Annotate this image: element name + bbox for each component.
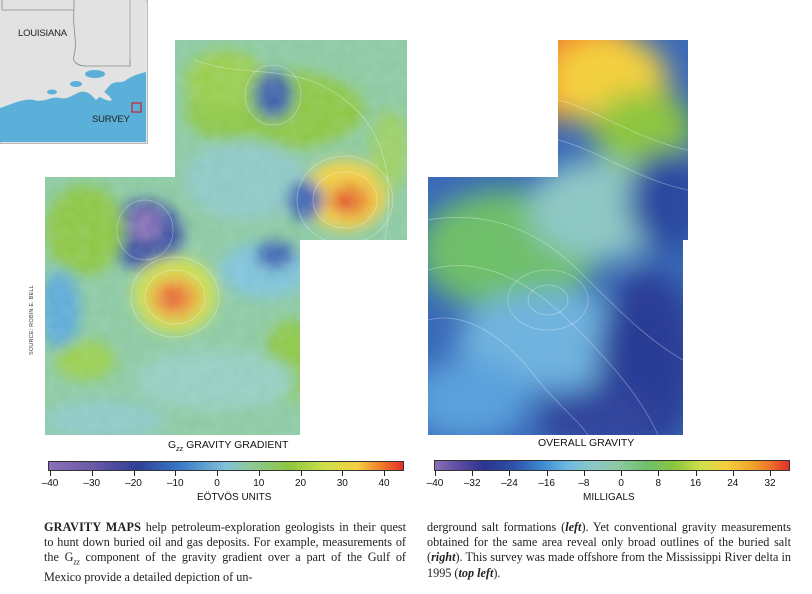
gzz-tick-mark [217, 471, 218, 476]
gravity-tick-mark [509, 471, 511, 476]
gzz-tick-mark [342, 471, 344, 476]
gzz-tick-label: –10 [166, 478, 184, 489]
gravity-tick-mark [583, 471, 585, 476]
survey-label: SURVEY [92, 114, 130, 125]
caption-lead: GRAVITY MAPS [44, 520, 142, 534]
gravity-tick-label: 32 [764, 478, 776, 489]
gzz-gradient-map-graphic [45, 40, 407, 435]
caption-left-column: GRAVITY MAPS help petroleum-exploration … [44, 520, 406, 585]
gravity-tick-label: 16 [689, 478, 702, 489]
gzz-tick-mark [258, 471, 260, 476]
survey-marker [131, 102, 142, 113]
caption-text-1a: help petroleum-exploration geologists in… [44, 520, 406, 565]
gzz-title-symbol: G [168, 439, 177, 451]
gravity-colorbar [434, 460, 790, 471]
gravity-unit-label: MILLIGALS [583, 492, 635, 503]
gzz-title-subscript: zz [176, 446, 184, 454]
overall-gravity-title: OVERALL GRAVITY [538, 437, 635, 449]
overall-gravity-map [428, 40, 688, 435]
gzz-tick-label: –20 [125, 478, 142, 489]
gzz-tick-mark [133, 471, 135, 476]
gravity-tick-label: –8 [578, 478, 590, 489]
caption-left-ref: left [565, 520, 582, 534]
caption-topleft-ref: top left [458, 565, 494, 580]
gravity-tick-label: –16 [538, 478, 555, 489]
gzz-title-text: GRAVITY GRADIENT [183, 439, 289, 451]
location-inset-map: LOUISIANA SURVEY [0, 0, 148, 144]
gravity-tick-label: –24 [501, 478, 518, 489]
gravity-tick-label: –40 [426, 478, 444, 489]
inset-map-graphic [0, 0, 146, 142]
gzz-colorbar [48, 461, 404, 471]
gzz-tick-mark [91, 471, 93, 476]
gravity-tick-mark [546, 471, 548, 476]
caption-subscript: zz [73, 557, 80, 567]
caption-right-column: derground salt formations (left). Yet co… [427, 520, 791, 581]
gravity-tick-mark [695, 471, 697, 476]
gzz-map-title: Gzz GRAVITY GRADIENT [168, 439, 288, 453]
gzz-unit-label: EÖTVÖS UNITS [197, 492, 272, 503]
gravity-tick-mark [770, 471, 771, 476]
gravity-tick-mark [435, 471, 436, 476]
gzz-tick-mark [175, 471, 177, 476]
caption-text-2b: ). Yet conventional gravity measurements… [427, 520, 792, 565]
gravity-tick-mark [472, 471, 474, 476]
source-credit: SOURCE: ROBIN E. BELL [29, 285, 35, 355]
gzz-tick-mark [300, 471, 302, 476]
gravity-tick-mark [621, 471, 623, 476]
gravity-tick-label: 24 [727, 478, 739, 489]
gravity-tick-mark [732, 471, 734, 476]
overall-gravity-map-graphic [428, 40, 688, 435]
gzz-tick-label: 20 [294, 478, 307, 489]
caption-text-2a: derground salt formations ( [427, 520, 566, 534]
gzz-tick-label: 30 [336, 478, 348, 489]
gravity-tick-label: 0 [618, 478, 624, 489]
gravity-tick-label: –32 [463, 478, 481, 489]
gzz-tick-label: –40 [41, 478, 59, 489]
louisiana-label: LOUISIANA [18, 28, 67, 39]
gzz-tick-label: –30 [83, 478, 101, 489]
gravity-tick-mark [658, 471, 660, 476]
caption-text-2c: ). This survey was made offshore from th… [427, 550, 791, 580]
gzz-tick-mark [384, 471, 385, 476]
gzz-gradient-map [45, 40, 407, 435]
gzz-tick-label: 10 [253, 478, 265, 489]
gravity-tick-label: 8 [655, 478, 662, 489]
gzz-tick-mark [50, 471, 51, 476]
gzz-tick-label: 0 [214, 478, 220, 489]
caption-text-1b: component of the gravity gradient over a… [44, 550, 406, 585]
gzz-tick-label: 40 [378, 478, 390, 489]
caption-text-2d: ). [493, 565, 501, 580]
caption-right-ref: right [431, 550, 456, 565]
